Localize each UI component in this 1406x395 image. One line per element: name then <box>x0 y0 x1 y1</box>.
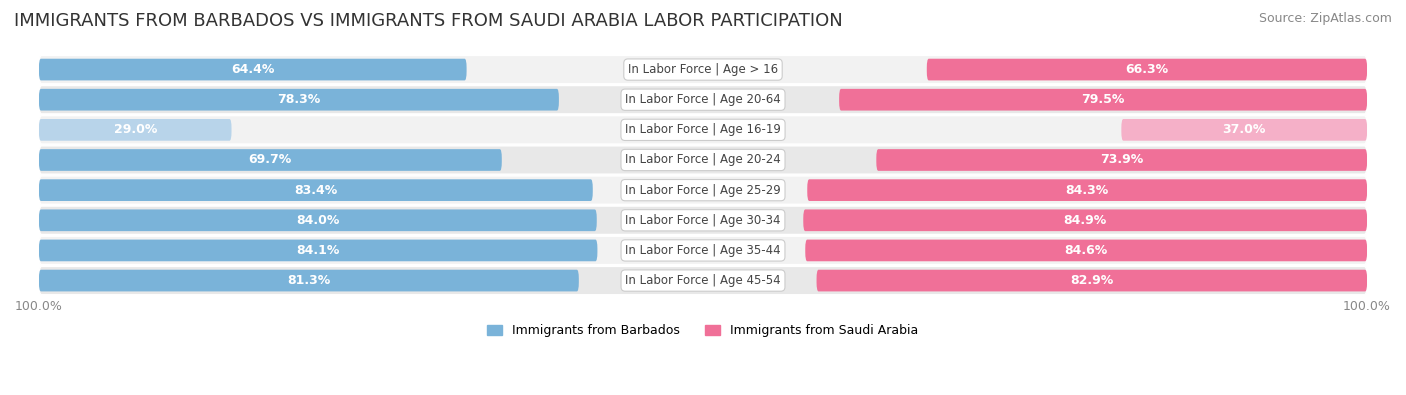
FancyBboxPatch shape <box>39 270 579 292</box>
Text: 73.9%: 73.9% <box>1099 154 1143 167</box>
Text: 84.9%: 84.9% <box>1063 214 1107 227</box>
Text: 37.0%: 37.0% <box>1223 123 1265 136</box>
FancyBboxPatch shape <box>39 146 1367 174</box>
FancyBboxPatch shape <box>839 89 1367 111</box>
Text: 64.4%: 64.4% <box>231 63 274 76</box>
Text: 84.0%: 84.0% <box>297 214 339 227</box>
FancyBboxPatch shape <box>39 89 560 111</box>
Text: 82.9%: 82.9% <box>1070 274 1114 287</box>
Text: In Labor Force | Age 30-34: In Labor Force | Age 30-34 <box>626 214 780 227</box>
Text: In Labor Force | Age 16-19: In Labor Force | Age 16-19 <box>626 123 780 136</box>
Text: 84.1%: 84.1% <box>297 244 340 257</box>
FancyBboxPatch shape <box>39 119 232 141</box>
Text: In Labor Force | Age 25-29: In Labor Force | Age 25-29 <box>626 184 780 197</box>
FancyBboxPatch shape <box>1122 119 1367 141</box>
Text: 78.3%: 78.3% <box>277 93 321 106</box>
FancyBboxPatch shape <box>807 179 1367 201</box>
Text: In Labor Force | Age > 16: In Labor Force | Age > 16 <box>628 63 778 76</box>
FancyBboxPatch shape <box>39 59 467 81</box>
FancyBboxPatch shape <box>803 209 1367 231</box>
Text: 29.0%: 29.0% <box>114 123 157 136</box>
FancyBboxPatch shape <box>39 209 596 231</box>
Text: 79.5%: 79.5% <box>1081 93 1125 106</box>
FancyBboxPatch shape <box>39 206 1367 235</box>
FancyBboxPatch shape <box>39 179 593 201</box>
FancyBboxPatch shape <box>39 240 598 261</box>
FancyBboxPatch shape <box>39 86 1367 114</box>
Text: In Labor Force | Age 20-64: In Labor Force | Age 20-64 <box>626 93 780 106</box>
FancyBboxPatch shape <box>39 236 1367 265</box>
Text: 84.6%: 84.6% <box>1064 244 1108 257</box>
FancyBboxPatch shape <box>39 116 1367 144</box>
FancyBboxPatch shape <box>39 55 1367 84</box>
FancyBboxPatch shape <box>39 176 1367 204</box>
Text: In Labor Force | Age 35-44: In Labor Force | Age 35-44 <box>626 244 780 257</box>
Text: 81.3%: 81.3% <box>287 274 330 287</box>
Legend: Immigrants from Barbados, Immigrants from Saudi Arabia: Immigrants from Barbados, Immigrants fro… <box>482 320 924 342</box>
Text: 69.7%: 69.7% <box>249 154 292 167</box>
FancyBboxPatch shape <box>806 240 1367 261</box>
Text: In Labor Force | Age 20-24: In Labor Force | Age 20-24 <box>626 154 780 167</box>
FancyBboxPatch shape <box>927 59 1367 81</box>
Text: IMMIGRANTS FROM BARBADOS VS IMMIGRANTS FROM SAUDI ARABIA LABOR PARTICIPATION: IMMIGRANTS FROM BARBADOS VS IMMIGRANTS F… <box>14 12 842 30</box>
FancyBboxPatch shape <box>876 149 1367 171</box>
Text: 83.4%: 83.4% <box>294 184 337 197</box>
FancyBboxPatch shape <box>39 266 1367 295</box>
FancyBboxPatch shape <box>817 270 1367 292</box>
FancyBboxPatch shape <box>39 149 502 171</box>
Text: In Labor Force | Age 45-54: In Labor Force | Age 45-54 <box>626 274 780 287</box>
Text: Source: ZipAtlas.com: Source: ZipAtlas.com <box>1258 12 1392 25</box>
Text: 66.3%: 66.3% <box>1125 63 1168 76</box>
Text: 84.3%: 84.3% <box>1066 184 1109 197</box>
